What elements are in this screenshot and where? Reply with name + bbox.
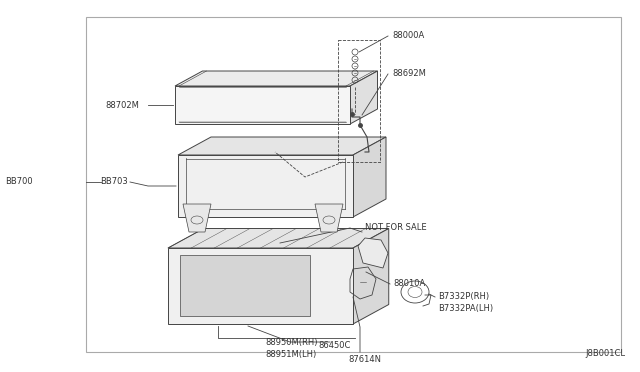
Polygon shape — [175, 86, 350, 124]
Polygon shape — [353, 137, 386, 217]
Polygon shape — [315, 204, 343, 232]
Polygon shape — [178, 137, 386, 155]
Polygon shape — [358, 238, 388, 268]
Text: 88010A: 88010A — [393, 279, 425, 289]
Text: 88951M(LH): 88951M(LH) — [265, 350, 316, 359]
Text: 88702M: 88702M — [105, 100, 139, 109]
Text: 88950M(RH): 88950M(RH) — [265, 337, 317, 346]
Text: J8B001CL: J8B001CL — [585, 349, 625, 358]
Text: 87614N: 87614N — [348, 355, 381, 363]
Bar — [86, 17, 621, 352]
Polygon shape — [168, 248, 353, 324]
Text: B7332P(RH): B7332P(RH) — [438, 292, 489, 301]
Text: NOT FOR SALE: NOT FOR SALE — [365, 222, 427, 231]
Polygon shape — [350, 71, 378, 124]
Text: BB703: BB703 — [100, 177, 128, 186]
Text: BB700: BB700 — [5, 177, 33, 186]
Bar — [180, 255, 310, 316]
Polygon shape — [183, 204, 211, 232]
Polygon shape — [175, 71, 378, 86]
Text: B7332PA(LH): B7332PA(LH) — [438, 305, 493, 314]
Polygon shape — [353, 228, 388, 324]
Text: 88692M: 88692M — [392, 70, 426, 78]
Polygon shape — [178, 155, 353, 217]
Text: 86450C: 86450C — [318, 340, 350, 350]
Text: 88000A: 88000A — [392, 32, 424, 41]
Polygon shape — [168, 228, 388, 248]
